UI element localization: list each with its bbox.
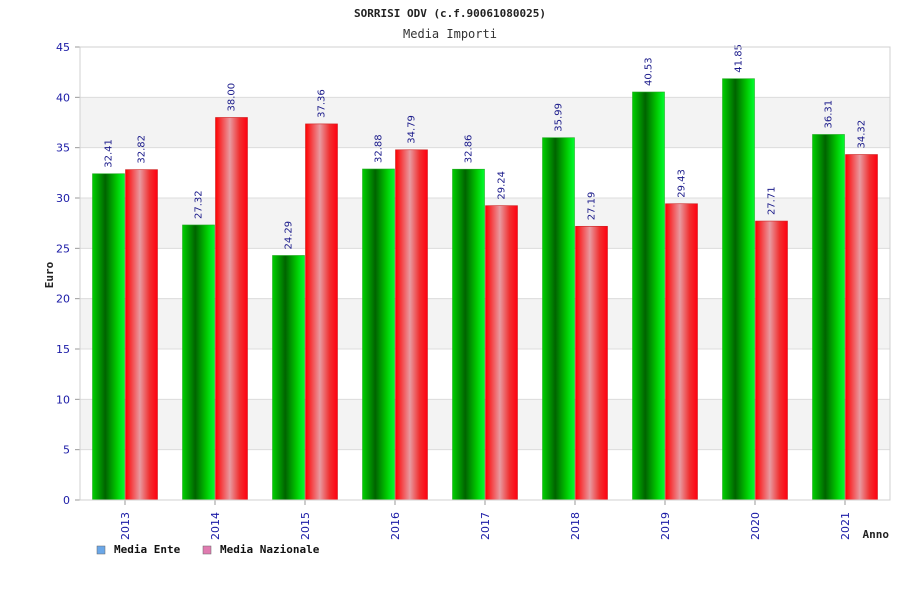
x-tick-label: 2013 — [119, 512, 132, 540]
x-tick-label: 2021 — [839, 512, 852, 540]
value-label: 34.32 — [857, 120, 868, 149]
bar-media-ente-2013 — [92, 173, 125, 501]
y-tick-label: 15 — [56, 343, 70, 356]
x-tick-label: 2018 — [569, 512, 582, 540]
y-tick-label: 20 — [56, 293, 70, 306]
bar-media-ente-2021 — [812, 134, 845, 501]
value-label: 27.71 — [767, 186, 778, 215]
y-axis-title: Euro — [43, 261, 56, 288]
value-label: 32.41 — [104, 139, 115, 168]
bar-media-ente-2017 — [452, 168, 485, 501]
bar-media-ente-2016 — [362, 168, 395, 501]
grid-band — [80, 198, 890, 249]
y-axis-ticks: 0 5 10 15 20 25 30 35 40 45 — [56, 41, 80, 507]
value-label: 36.31 — [824, 100, 835, 129]
x-tick-label: 2015 — [299, 512, 312, 540]
value-label: 27.19 — [587, 192, 598, 221]
y-tick-label: 30 — [56, 192, 70, 205]
bar-media-nazionale-2018 — [575, 225, 608, 501]
value-label: 38.00 — [227, 83, 238, 112]
value-label: 32.82 — [137, 135, 148, 164]
bar-media-ente-2014 — [182, 224, 215, 501]
value-label: 40.53 — [644, 57, 655, 86]
bars — [92, 78, 878, 501]
x-axis-ticks: 2013 2014 2015 2016 2017 2018 2019 2020 2021 — [119, 500, 852, 540]
value-label: 29.24 — [497, 171, 508, 200]
y-tick-label: 0 — [63, 494, 70, 507]
bar-media-nazionale-2014 — [215, 117, 248, 501]
x-tick-label: 2016 — [389, 512, 402, 540]
y-tick-label: 10 — [56, 393, 70, 406]
legend: Media Ente Media Nazionale — [96, 543, 320, 556]
legend-label-media-nazionale: Media Nazionale — [220, 543, 320, 556]
value-labels: 32.41 32.82 27.32 38.00 24.29 37.36 32.88 34.79… — [104, 44, 868, 249]
bar-media-nazionale-2015 — [305, 123, 338, 501]
grid-band — [80, 298, 890, 349]
bar-media-nazionale-2021 — [845, 154, 878, 501]
bar-media-ente-2019 — [632, 91, 665, 501]
legend-swatch-media-ente — [96, 545, 106, 555]
grid-band — [80, 97, 890, 148]
y-tick-label: 40 — [56, 91, 70, 104]
value-label: 35.99 — [554, 103, 565, 132]
grid-band — [80, 399, 890, 450]
value-label: 37.36 — [317, 89, 328, 118]
bar-media-ente-2020 — [722, 78, 755, 501]
y-tick-label: 45 — [56, 41, 70, 54]
bar-media-nazionale-2019 — [665, 203, 698, 501]
bar-media-nazionale-2013 — [125, 169, 158, 501]
grid-bands — [80, 97, 890, 450]
value-label: 29.43 — [677, 169, 688, 198]
x-tick-label: 2019 — [659, 512, 672, 540]
legend-swatch-media-nazionale — [202, 545, 212, 555]
bar-media-nazionale-2016 — [395, 149, 428, 501]
x-tick-label: 2014 — [209, 512, 222, 540]
y-tick-label: 25 — [56, 242, 70, 255]
bar-media-nazionale-2017 — [485, 205, 518, 501]
x-tick-label: 2020 — [749, 512, 762, 540]
legend-label-media-ente: Media Ente — [114, 543, 181, 556]
y-tick-label: 5 — [63, 444, 70, 457]
value-label: 34.79 — [407, 115, 418, 144]
value-label: 41.85 — [734, 44, 745, 73]
x-axis-title: Anno — [863, 528, 890, 541]
value-label: 24.29 — [284, 221, 295, 250]
bar-media-nazionale-2020 — [755, 220, 788, 501]
bar-media-ente-2015 — [272, 255, 305, 501]
value-label: 27.32 — [194, 190, 205, 219]
x-tick-label: 2017 — [479, 512, 492, 540]
bar-media-ente-2018 — [542, 137, 575, 501]
y-tick-label: 35 — [56, 142, 70, 155]
value-label: 32.86 — [464, 135, 475, 164]
value-label: 32.88 — [374, 134, 385, 163]
plot-frame — [79, 46, 891, 501]
chart-title: SORRISI ODV (c.f.90061080025) — [354, 7, 546, 20]
chart-subtitle: Media Importi — [403, 27, 497, 41]
